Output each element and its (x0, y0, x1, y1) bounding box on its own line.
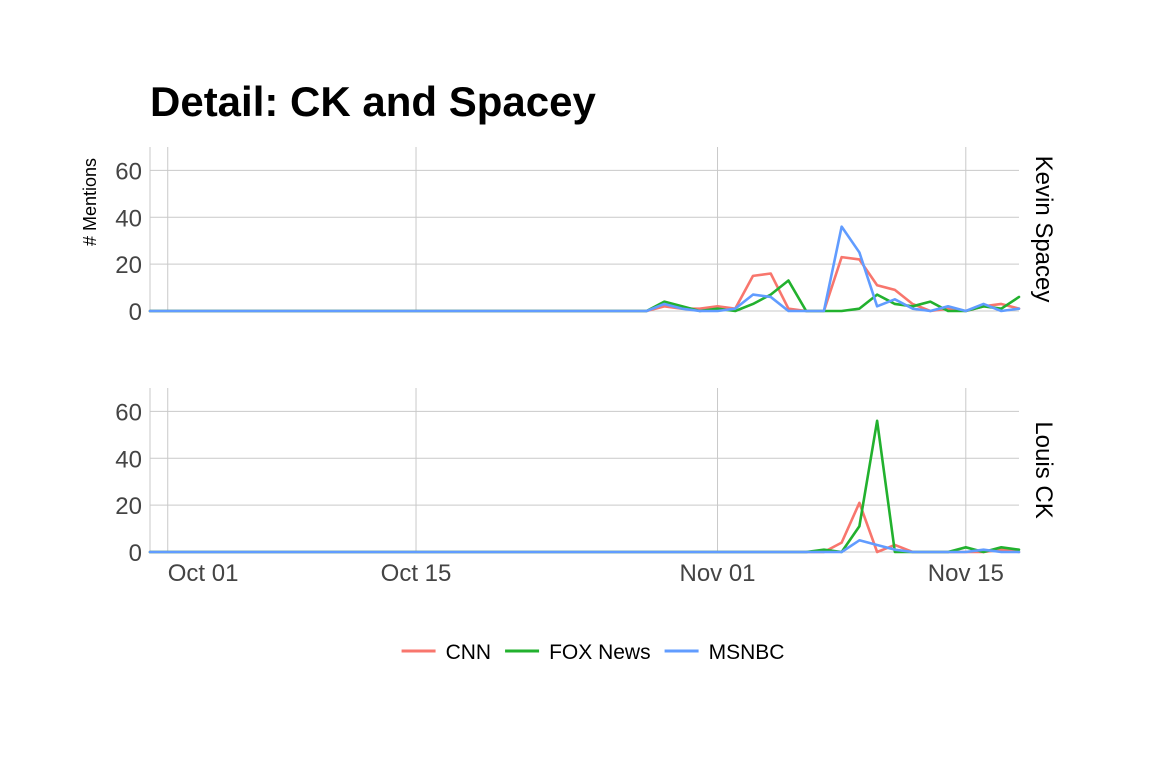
y-axis-label: # Mentions (80, 158, 100, 246)
facet-label: Louis CK (1030, 421, 1057, 518)
legend-label: MSNBC (709, 641, 785, 664)
legend-item-msnbc: MSNBC (664, 641, 785, 664)
y-tick-label: 40 (115, 446, 142, 473)
x-tick-label: Oct 15 (381, 560, 452, 587)
legend-item-cnn: CNN (401, 641, 492, 664)
y-tick-label: 0 (129, 299, 142, 326)
y-tick-label: 40 (115, 205, 142, 232)
series-line-msnbc (148, 538, 1021, 554)
x-tick-label: Nov 15 (928, 560, 1004, 587)
facet-label: Kevin Spacey (1030, 156, 1057, 303)
series-line-fox-news (148, 419, 1021, 554)
chart-title: Detail: CK and Spacey (150, 78, 596, 125)
legend-label: FOX News (549, 641, 651, 664)
legend: CNN FOX News MSNBC (401, 641, 785, 664)
y-tick-label: 20 (115, 493, 142, 520)
panel-kevin-spacey: 0 20 40 60 Kevin Spacey (115, 147, 1057, 326)
x-tick-label: Nov 01 (679, 560, 755, 587)
y-tick-label: 60 (115, 399, 142, 426)
legend-label: CNN (446, 641, 492, 664)
y-tick-label: 20 (115, 252, 142, 279)
y-tick-label: 0 (129, 540, 142, 567)
panel-louis-ck: 0 20 40 60 Louis CK Oct 01 Oct 15 Nov 01 Nov 15 (115, 388, 1057, 587)
series-line-fox-news (148, 279, 1021, 313)
x-tick-label: Oct 01 (168, 560, 239, 587)
y-tick-label: 60 (115, 158, 142, 185)
panels: 0 20 40 60 Kevin Spacey 0 20 40 60 Louis CK Oct 01… (115, 147, 1057, 587)
series-line-msnbc (148, 225, 1021, 313)
legend-item-fox-news: FOX News (505, 641, 651, 664)
